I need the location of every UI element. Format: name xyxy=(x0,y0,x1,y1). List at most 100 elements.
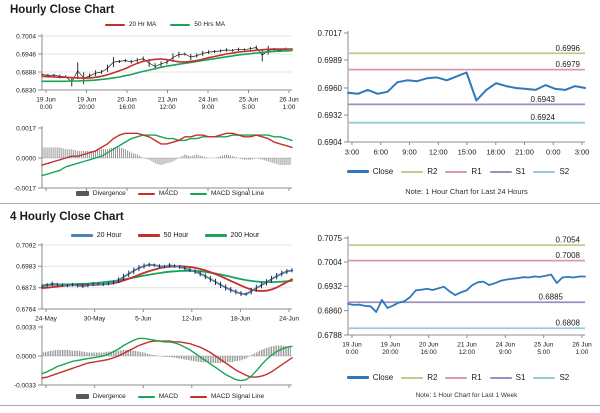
legend-item-r1: R1 xyxy=(445,373,482,382)
note-weekly-pivot: Note: 1 Hour Chart for Last 1 Week xyxy=(415,392,518,399)
svg-text:12-Jun: 12-Jun xyxy=(182,316,202,323)
legend-swatch xyxy=(104,23,125,26)
svg-text:20:00: 20:00 xyxy=(78,104,95,111)
svg-text:21:00: 21:00 xyxy=(515,148,534,157)
svg-text:0.6989: 0.6989 xyxy=(318,56,343,65)
svg-text:0.6764: 0.6764 xyxy=(16,306,36,313)
legend-item-macd: MACD xyxy=(137,190,178,197)
svg-text:5:00: 5:00 xyxy=(242,104,255,111)
legend-item-macd: MACD xyxy=(137,393,178,400)
svg-text:0.6979: 0.6979 xyxy=(556,60,581,69)
legend-item-r1: R1 xyxy=(445,167,482,176)
legend-label: 20 Hour xyxy=(96,232,122,239)
svg-text:0:00: 0:00 xyxy=(40,104,53,111)
legend-swatch xyxy=(445,376,468,379)
panel-four-hourly-close: 4 Hourly Close Chart 0.7092 0.6983 0.6873 0… xyxy=(0,207,300,413)
legend-item-r2: R2 xyxy=(401,373,437,382)
legend-four-hourly-ma: 20 Hour 50 Hour 200 Hour xyxy=(30,232,300,239)
svg-text:0.6873: 0.6873 xyxy=(16,285,36,292)
svg-text:20 Jun: 20 Jun xyxy=(419,342,439,349)
svg-text:-0.0033: -0.0033 xyxy=(14,382,36,389)
svg-text:0.6924: 0.6924 xyxy=(531,113,556,122)
svg-text:26 Jun: 26 Jun xyxy=(572,342,592,349)
svg-text:3:00: 3:00 xyxy=(345,148,360,157)
legend-weekly-pivot: Close R2 R1 S1 S2 xyxy=(316,373,600,382)
legend-swatch xyxy=(170,23,191,26)
svg-text:24-Jun: 24-Jun xyxy=(279,316,299,323)
legend-hourly-macd: Divergence MACD MACD Signal Line xyxy=(30,190,310,197)
svg-text:24 Jun: 24 Jun xyxy=(496,342,516,349)
svg-text:18:00: 18:00 xyxy=(486,148,505,157)
svg-text:24-May: 24-May xyxy=(35,316,57,323)
legend-swatch xyxy=(445,170,468,173)
legend-hourly-pivot: Close R2 R1 S1 S2 xyxy=(316,167,600,176)
legend-label: Close xyxy=(372,167,394,176)
legend-swatch xyxy=(346,376,369,379)
svg-text:0.0000: 0.0000 xyxy=(16,155,36,162)
legend-item-macd-signal-line: MACD Signal Line xyxy=(189,393,264,400)
svg-text:24 Jun: 24 Jun xyxy=(198,97,218,104)
legend-swatch xyxy=(189,192,207,195)
svg-text:0.0017: 0.0017 xyxy=(16,125,36,132)
legend-swatch xyxy=(70,234,93,237)
legend-label: S2 xyxy=(559,167,570,176)
panel-weekly-pivot: 0.7075 0.7004 0.6932 0.6860 0.6788 19 Jun 0:00… xyxy=(300,207,600,413)
svg-text:0.6932: 0.6932 xyxy=(318,282,343,291)
note-hourly-pivot: Note: 1 Hour Chart for Last 24 Hours xyxy=(405,187,528,196)
legend-swatch xyxy=(75,191,89,196)
legend-item-50-hour: 50 Hour xyxy=(137,232,189,239)
legend-swatch xyxy=(137,395,155,398)
legend-item-s1: S1 xyxy=(489,373,526,382)
svg-text:0.6996: 0.6996 xyxy=(556,44,581,53)
legend-label: MACD xyxy=(158,190,178,197)
legend-item-20-hour: 20 Hour xyxy=(70,232,122,239)
legend-label: S1 xyxy=(515,167,526,176)
svg-text:0.6983: 0.6983 xyxy=(16,264,36,271)
legend-swatch xyxy=(401,376,424,379)
legend-swatch xyxy=(533,170,556,173)
svg-text:0.7004: 0.7004 xyxy=(16,33,36,40)
svg-text:6:00: 6:00 xyxy=(373,148,388,157)
panel-title-hourly: Hourly Close Chart xyxy=(10,4,115,16)
svg-text:25 Jun: 25 Jun xyxy=(534,342,554,349)
svg-text:0.6946: 0.6946 xyxy=(16,51,36,58)
svg-text:0.6932: 0.6932 xyxy=(318,111,343,120)
legend-label: S1 xyxy=(515,373,526,382)
legend-hourly-ma: 20 Hr MA 50 Hrs MA xyxy=(30,21,300,28)
legend-swatch xyxy=(489,376,512,379)
svg-text:16:00: 16:00 xyxy=(421,349,438,356)
legend-label: R1 xyxy=(471,167,482,176)
legend-item-20-hr-ma: 20 Hr MA xyxy=(104,21,156,28)
svg-text:20 Jun: 20 Jun xyxy=(117,97,137,104)
legend-item-macd-signal-line: MACD Signal Line xyxy=(189,190,265,197)
svg-text:0.7092: 0.7092 xyxy=(16,242,36,249)
svg-text:5:00: 5:00 xyxy=(537,349,550,356)
svg-text:0.6960: 0.6960 xyxy=(318,84,343,93)
legend-label: 200 Hour xyxy=(230,232,260,239)
svg-text:18-Jun: 18-Jun xyxy=(230,316,250,323)
legend-label: R2 xyxy=(427,167,438,176)
legend-swatch xyxy=(137,192,155,195)
svg-text:0.0000: 0.0000 xyxy=(16,353,36,360)
svg-text:12:00: 12:00 xyxy=(429,148,448,157)
legend-item-r2: R2 xyxy=(401,167,437,176)
legend-label: Close xyxy=(372,373,394,382)
legend-label: MACD Signal Line xyxy=(210,190,265,197)
legend-swatch xyxy=(137,234,160,237)
svg-text:25 Jun: 25 Jun xyxy=(239,97,259,104)
legend-label: Divergence xyxy=(92,190,126,197)
legend-swatch xyxy=(533,376,556,379)
svg-text:0.6788: 0.6788 xyxy=(318,331,343,340)
svg-text:0.6904: 0.6904 xyxy=(318,138,343,147)
legend-swatch xyxy=(189,395,207,398)
panel-title-four-hourly: 4 Hourly Close Chart xyxy=(10,211,124,223)
svg-text:1:00: 1:00 xyxy=(576,349,589,356)
svg-text:26 Jun: 26 Jun xyxy=(279,97,299,104)
legend-label: MACD xyxy=(158,393,178,400)
section-divider-bottom xyxy=(0,405,600,406)
legend-item-s2: S2 xyxy=(533,373,569,382)
svg-text:0:00: 0:00 xyxy=(546,148,561,157)
svg-text:9:00: 9:00 xyxy=(499,349,512,356)
